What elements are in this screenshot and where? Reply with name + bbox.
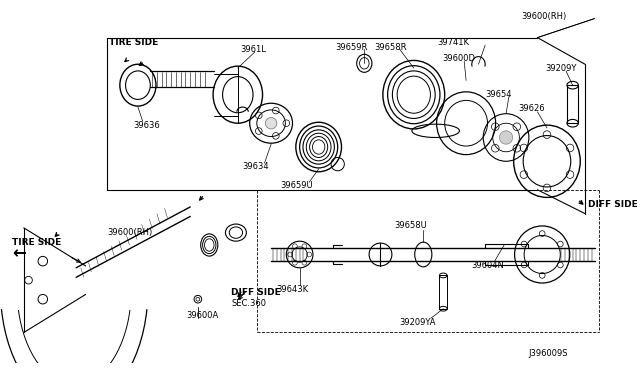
Text: SEC.360: SEC.360 xyxy=(231,299,266,308)
Bar xyxy=(567,85,579,123)
Text: ←: ← xyxy=(12,244,26,263)
Text: 39658U: 39658U xyxy=(395,221,428,230)
Text: 39209Y: 39209Y xyxy=(545,64,577,73)
Text: J396009S: J396009S xyxy=(528,349,568,358)
Text: 39658R: 39658R xyxy=(374,43,406,52)
Text: 39654: 39654 xyxy=(485,90,511,99)
Ellipse shape xyxy=(266,118,277,129)
Text: DIFF SIDE: DIFF SIDE xyxy=(231,288,281,297)
Ellipse shape xyxy=(499,131,513,144)
Text: 39643K: 39643K xyxy=(276,285,308,294)
Text: 39634: 39634 xyxy=(243,161,269,170)
Text: DIFF SIDE: DIFF SIDE xyxy=(588,199,637,209)
Text: 39741K: 39741K xyxy=(438,38,470,47)
Text: 39209YA: 39209YA xyxy=(399,318,436,327)
Text: 39600(RH): 39600(RH) xyxy=(521,12,566,21)
Bar xyxy=(440,275,447,309)
Text: TIRE SIDE: TIRE SIDE xyxy=(12,238,61,247)
Text: 39600(RH): 39600(RH) xyxy=(108,228,153,237)
Text: 39600D: 39600D xyxy=(442,54,476,63)
Text: 39604N: 39604N xyxy=(471,262,504,270)
Text: 39659U: 39659U xyxy=(280,180,313,190)
Text: TIRE SIDE: TIRE SIDE xyxy=(109,38,159,47)
Text: 39626: 39626 xyxy=(518,105,545,113)
Text: 39636: 39636 xyxy=(133,121,160,129)
Text: 3961L: 3961L xyxy=(241,45,266,54)
Text: 39600A: 39600A xyxy=(186,311,219,320)
Text: 39659R: 39659R xyxy=(336,43,368,52)
